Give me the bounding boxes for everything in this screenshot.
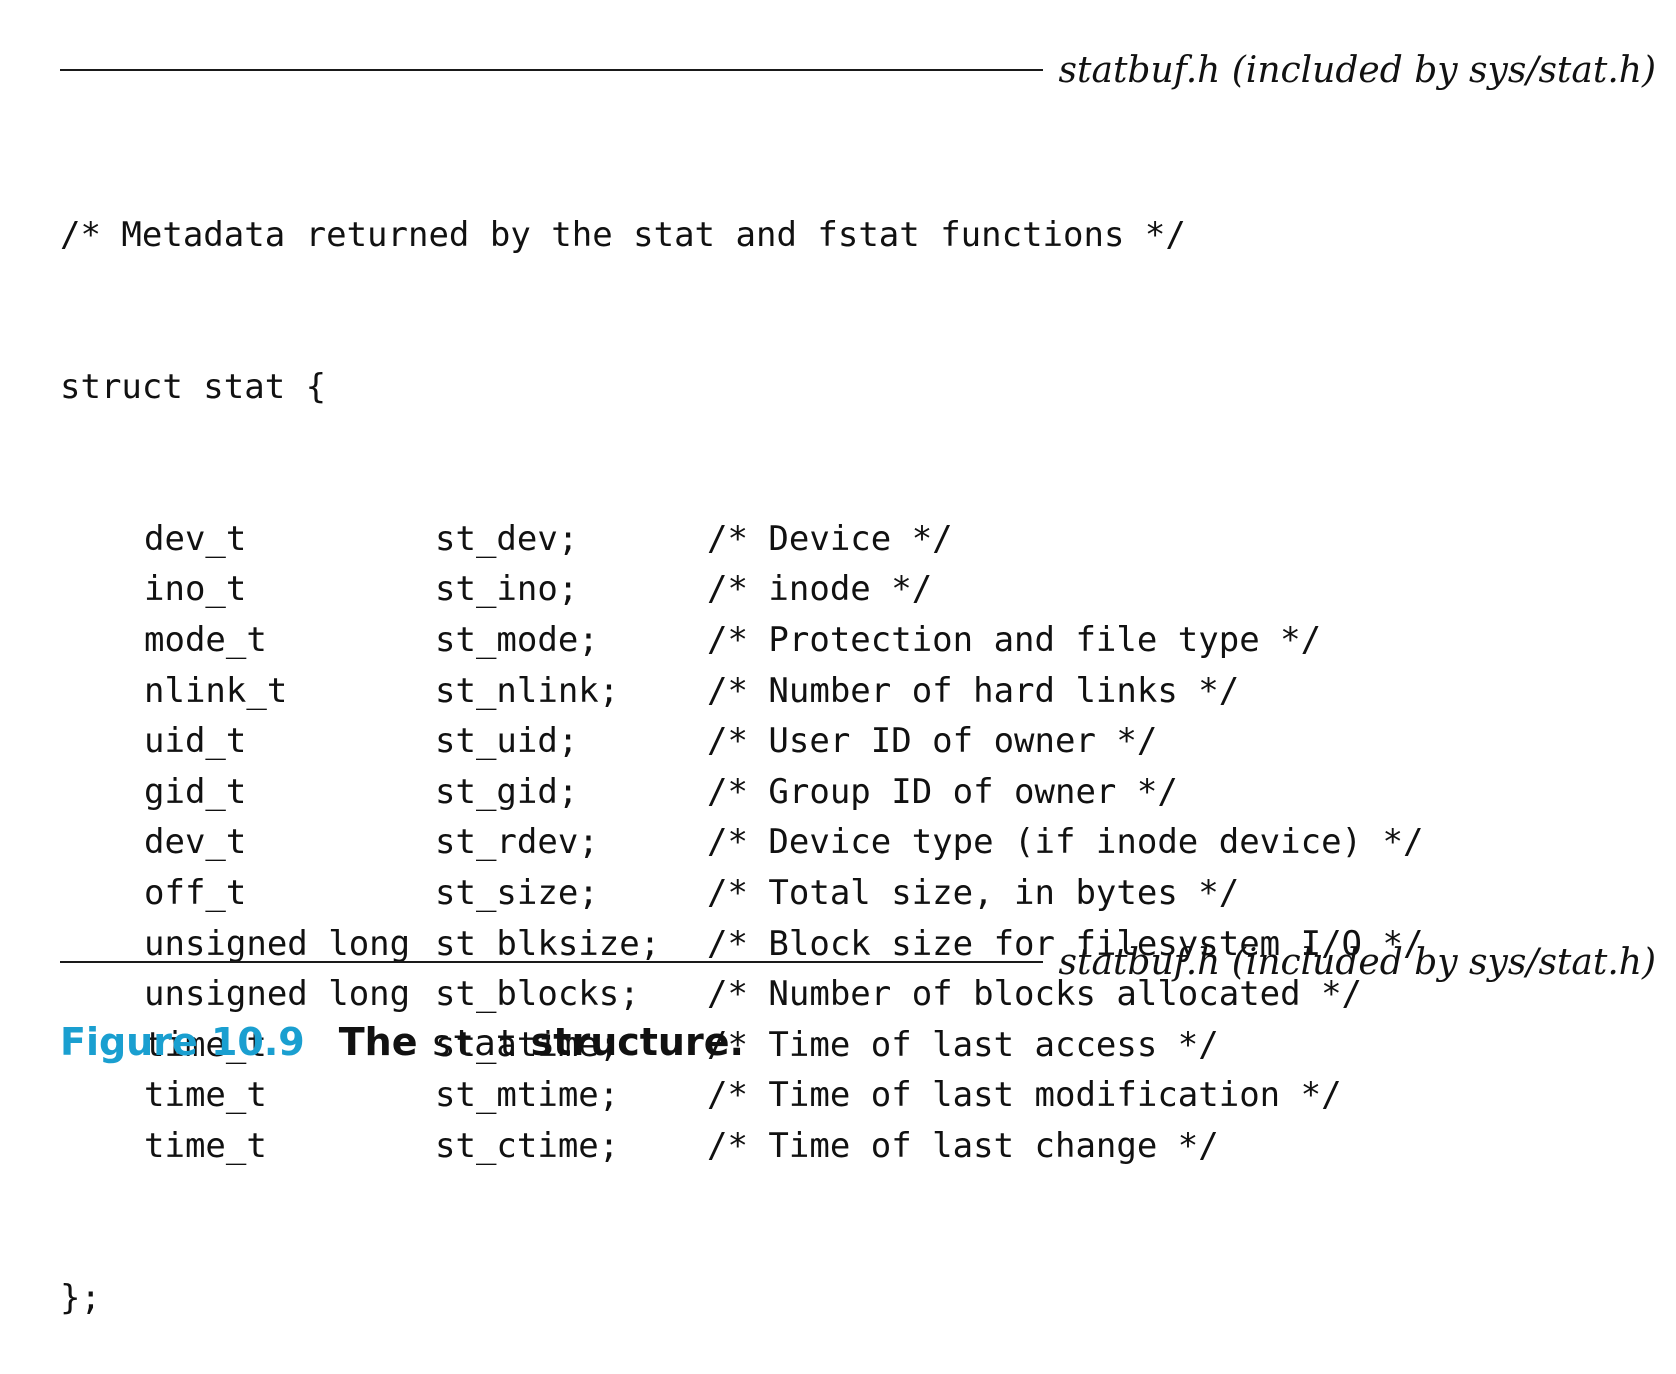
caption-text-before: The <box>338 1020 431 1064</box>
field-comment: /* Number of blocks allocated */ <box>707 974 1363 1015</box>
struct-field-row: time_t st_atime; /* Time of last access */ <box>60 1020 1423 1071</box>
struct-field-row: unsigned long st_blksize; /* Block size fo… <box>60 919 1423 970</box>
field-name: st_ctime; <box>435 1125 620 1166</box>
struct-field-row: off_t st_size; /* Total size, in bytes */ <box>60 868 1423 919</box>
field-comment: /* User ID of owner */ <box>707 721 1158 762</box>
struct-field-row: dev_t st_dev; /* Device */ <box>60 514 1423 565</box>
struct-field-row: mode_t st_mode; /* Protection and file typ… <box>60 615 1423 666</box>
field-name: st_blocks; <box>435 974 640 1015</box>
code-listing: /* Metadata returned by the stat and fst… <box>60 109 1423 1374</box>
field-name: st_size; <box>435 872 599 913</box>
field-type: unsigned long <box>144 974 411 1015</box>
struct-field-row: gid_t st_gid; /* Group ID of owner */ <box>60 767 1423 818</box>
field-comment: /* Block size for filesystem I/O */ <box>707 923 1424 964</box>
struct-field-row: dev_t st_rdev; /* Device type (if inode de… <box>60 817 1423 868</box>
top-file-label: statbuf.h (included by sys/stat.h) <box>1058 49 1656 91</box>
field-type: uid_t <box>144 721 247 762</box>
field-comment: /* Device type (if inode device) */ <box>707 822 1424 863</box>
code-comment-line: /* Metadata returned by the stat and fst… <box>60 215 1186 256</box>
field-comment: /* Time of last change */ <box>707 1125 1219 1166</box>
field-comment: /* Time of last modification */ <box>707 1075 1342 1116</box>
struct-fields: dev_t st_dev; /* Device */ ino_t st_ino; /* i… <box>60 514 1423 1172</box>
field-type: dev_t <box>144 822 247 863</box>
field-type: dev_t <box>144 518 247 559</box>
field-type: unsigned long <box>144 923 411 964</box>
field-type: ino_t <box>144 569 247 610</box>
caption-text-after: structure. <box>517 1020 744 1064</box>
struct-field-row: unsigned long st_blocks; /* Number of bloc… <box>60 969 1423 1020</box>
field-type: mode_t <box>144 619 267 660</box>
top-rule-header: statbuf.h (included by sys/stat.h) <box>60 40 1656 100</box>
field-name: st_ino; <box>435 569 579 610</box>
field-type: gid_t <box>144 771 247 812</box>
field-comment: /* Protection and file type */ <box>707 619 1322 660</box>
struct-field-row: ino_t st_ino; /* inode */ <box>60 564 1423 615</box>
figure-caption: Figure 10.9 The stat structure. <box>60 1017 744 1069</box>
caption-code-word: stat <box>430 1023 518 1064</box>
field-type: time_t <box>144 1075 267 1116</box>
field-type: nlink_t <box>144 670 288 711</box>
field-comment: /* Time of last access */ <box>707 1024 1219 1065</box>
figure-number: Figure 10.9 <box>60 1020 305 1064</box>
field-comment: /* Device */ <box>707 518 953 559</box>
field-name: st_nlink; <box>435 670 620 711</box>
field-name: st_mtime; <box>435 1075 620 1116</box>
field-name: st_gid; <box>435 771 579 812</box>
field-comment: /* Number of hard links */ <box>707 670 1240 711</box>
field-type: time_t <box>144 1024 267 1065</box>
top-rule-line <box>60 69 1043 71</box>
field-name: st_atime; <box>435 1024 620 1065</box>
field-comment: /* Group ID of owner */ <box>707 771 1178 812</box>
field-name: st_dev; <box>435 518 579 559</box>
bottom-rule-footer: statbuf.h (included by sys/stat.h) <box>60 932 1656 992</box>
field-name: st_uid; <box>435 721 579 762</box>
field-comment: /* inode */ <box>707 569 933 610</box>
struct-field-row: uid_t st_uid; /* User ID of owner */ <box>60 716 1423 767</box>
struct-open-line: struct stat { <box>60 366 327 407</box>
field-type: time_t <box>144 1125 267 1166</box>
bottom-file-label: statbuf.h (included by sys/stat.h) <box>1058 941 1656 983</box>
struct-field-row: time_t st_ctime; /* Time of last change */ <box>60 1121 1423 1172</box>
struct-close-line: }; <box>60 1277 101 1318</box>
field-name: st_mode; <box>435 619 599 660</box>
struct-field-row: time_t st_mtime; /* Time of last modificat… <box>60 1070 1423 1121</box>
field-name: st_rdev; <box>435 822 599 863</box>
field-comment: /* Total size, in bytes */ <box>707 872 1240 913</box>
bottom-rule-line <box>60 961 1043 963</box>
struct-field-row: nlink_t st_nlink; /* Number of hard links … <box>60 666 1423 717</box>
field-type: off_t <box>144 872 247 913</box>
field-name: st_blksize; <box>435 923 661 964</box>
